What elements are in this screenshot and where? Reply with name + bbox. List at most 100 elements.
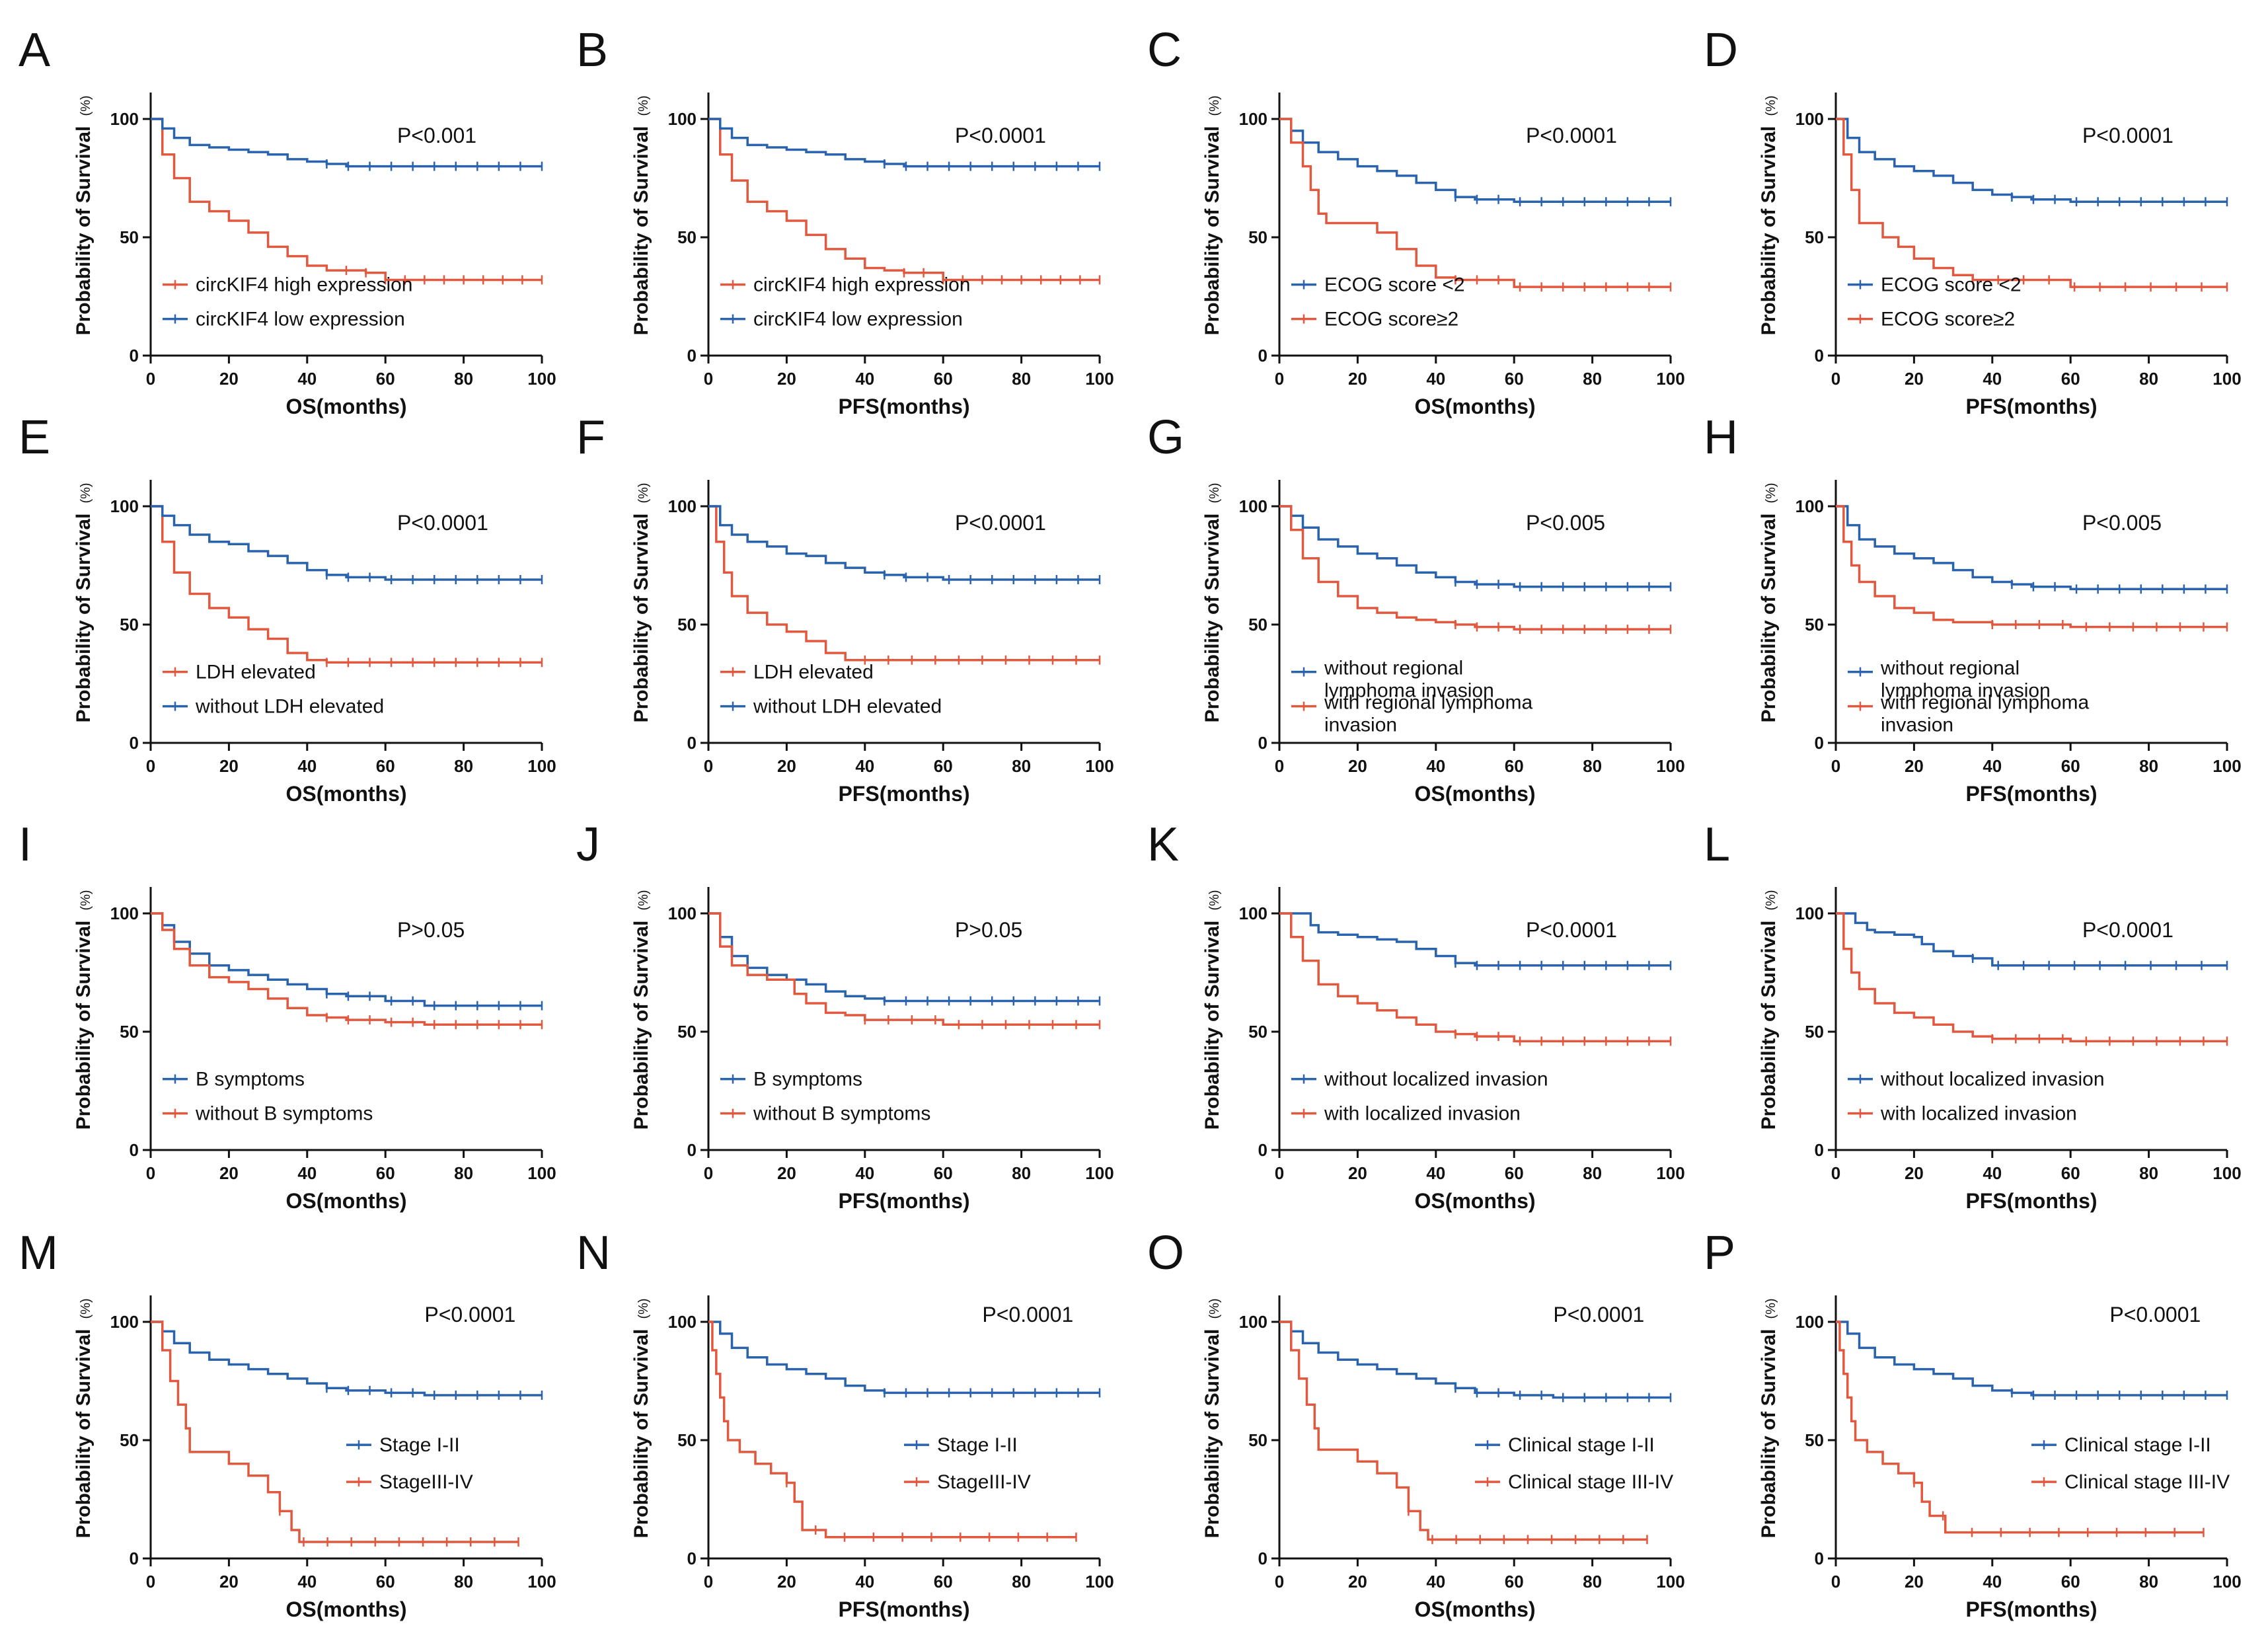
p-value: P<0.0001 — [955, 124, 1046, 147]
x-axis-label: OS(months) — [285, 1189, 406, 1213]
x-tick-label: 40 — [855, 369, 874, 389]
p-value: P<0.0001 — [2082, 918, 2174, 942]
x-axis-label-metric: OS — [285, 1189, 316, 1213]
y-axis-unit: (%) — [79, 890, 93, 910]
x-tick-label: 100 — [527, 756, 556, 776]
x-axis-label-metric: PFS — [1965, 395, 2006, 418]
x-tick-label: 100 — [527, 369, 556, 389]
x-tick-label: 40 — [1983, 1572, 2002, 1591]
y-tick-label: 0 — [130, 733, 139, 753]
y-axis-label: Probability of Survival — [1758, 514, 1780, 723]
legend-label: Stage I-II — [379, 1434, 460, 1456]
panel-letter: A — [19, 24, 50, 77]
x-axis-label-metric: PFS — [838, 395, 879, 418]
km-curve-red — [708, 118, 1100, 282]
legend-label: ECOG score <2 — [1881, 274, 2022, 296]
x-axis-label: PFS(months) — [1965, 1189, 2097, 1213]
legend-label-line: lymphoma invasion — [1881, 680, 2051, 702]
panel-h: H 0 50 100 0 20 40 60 80 100 Probability of Surviv… — [1704, 411, 2242, 806]
x-tick-label: 100 — [2212, 1572, 2241, 1591]
x-tick-label: 60 — [1505, 756, 1524, 776]
x-tick-label: 20 — [1348, 1572, 1367, 1591]
x-tick-label: 60 — [376, 756, 395, 776]
legend-label: ECOG score≥2 — [1881, 309, 2015, 330]
legend-label-line: with regional lymphoma — [1880, 692, 2089, 714]
x-tick-label: 60 — [2061, 1163, 2080, 1183]
legend-label: without LDH elevated — [753, 696, 942, 718]
x-tick-label: 100 — [527, 1572, 556, 1591]
x-axis-label: PFS(months) — [838, 782, 969, 806]
km-curve-red — [151, 505, 542, 664]
y-tick-label: 50 — [1805, 1430, 1824, 1450]
x-tick-label: 0 — [704, 369, 713, 389]
panel-k: K 0 50 100 0 20 40 60 80 100 Probability of Surviv… — [1147, 818, 1685, 1213]
panel-letter: J — [576, 818, 600, 871]
km-curve-red — [151, 118, 542, 282]
x-tick-label: 60 — [1505, 1572, 1524, 1591]
y-tick-label: 50 — [120, 615, 139, 634]
y-axis-label: Probability of Survival — [1201, 1329, 1223, 1539]
x-axis-label-unit: (months) — [880, 395, 970, 418]
km-curve-blue — [1279, 1321, 1671, 1399]
panel-p: P 0 50 100 0 20 40 60 80 100 Probability of Surviv… — [1704, 1227, 2242, 1621]
km-curve-red — [1836, 118, 2227, 288]
x-tick-label: 40 — [297, 756, 317, 776]
y-tick-label: 100 — [110, 1312, 139, 1332]
x-tick-label: 80 — [2139, 1572, 2158, 1591]
y-tick-label: 100 — [1239, 496, 1267, 516]
legend-label: ECOG score <2 — [1324, 274, 1465, 296]
x-tick-label: 0 — [1275, 756, 1284, 776]
y-axis-unit: (%) — [1764, 482, 1778, 503]
km-curve-blue — [708, 118, 1100, 168]
legend-label: with regional lymphoma invasion — [1880, 692, 2089, 736]
y-tick-label: 50 — [677, 1430, 697, 1450]
x-axis-label: PFS(months) — [838, 1597, 969, 1621]
legend-label: Stage I-II — [937, 1434, 1018, 1456]
y-axis-label: Probability of Survival — [1201, 126, 1223, 336]
x-tick-label: 60 — [376, 1163, 395, 1183]
x-tick-label: 100 — [1656, 756, 1684, 776]
x-tick-label: 100 — [2212, 756, 2241, 776]
y-tick-label: 0 — [1258, 346, 1267, 365]
x-axis-label: OS(months) — [1414, 782, 1535, 806]
legend-label: without regional lymphoma invasion — [1880, 658, 2051, 702]
y-tick-label: 0 — [1815, 733, 1824, 753]
y-tick-label: 0 — [1258, 1140, 1267, 1160]
p-value: P<0.0001 — [955, 511, 1046, 535]
x-tick-label: 40 — [297, 1163, 317, 1183]
km-curve-blue — [151, 118, 542, 168]
km-curve-red — [708, 912, 1100, 1026]
x-tick-label: 80 — [2139, 756, 2158, 776]
x-tick-label: 40 — [1426, 369, 1445, 389]
legend-label: circKIF4 low expression — [753, 309, 963, 330]
panel-letter: G — [1147, 411, 1184, 464]
y-axis-label: Probability of Survival — [73, 514, 94, 723]
x-axis-label: OS(months) — [285, 1597, 406, 1621]
y-axis-unit: (%) — [1207, 890, 1222, 910]
y-tick-label: 100 — [668, 1312, 697, 1332]
y-tick-label: 100 — [1239, 109, 1267, 129]
p-value: P<0.0001 — [1526, 918, 1617, 942]
panel-letter: N — [576, 1227, 611, 1280]
y-axis-label: Probability of Survival — [1201, 921, 1223, 1130]
legend-label: without B symptoms — [195, 1103, 373, 1125]
x-tick-label: 20 — [777, 756, 796, 776]
y-tick-label: 0 — [687, 1140, 697, 1160]
p-value: P>0.05 — [397, 918, 465, 942]
km-curve-red — [1836, 912, 2227, 1043]
x-tick-label: 0 — [1275, 1572, 1284, 1591]
legend-label: circKIF4 high expression — [753, 274, 970, 296]
x-axis-label: OS(months) — [285, 395, 406, 418]
legend-label-line: without regional — [1880, 658, 2020, 679]
y-axis-unit: (%) — [1764, 95, 1778, 116]
x-tick-label: 100 — [1085, 1163, 1114, 1183]
y-tick-label: 50 — [1248, 615, 1267, 634]
y-tick-label: 50 — [1805, 1022, 1824, 1042]
x-tick-label: 80 — [1583, 756, 1602, 776]
x-axis-label-metric: PFS — [838, 1597, 879, 1621]
x-tick-label: 40 — [855, 1572, 874, 1591]
km-curve-blue — [1836, 505, 2227, 591]
x-tick-label: 60 — [2061, 1572, 2080, 1591]
x-axis-label-metric: OS — [1414, 1189, 1445, 1213]
x-axis-label-metric: OS — [285, 782, 316, 806]
